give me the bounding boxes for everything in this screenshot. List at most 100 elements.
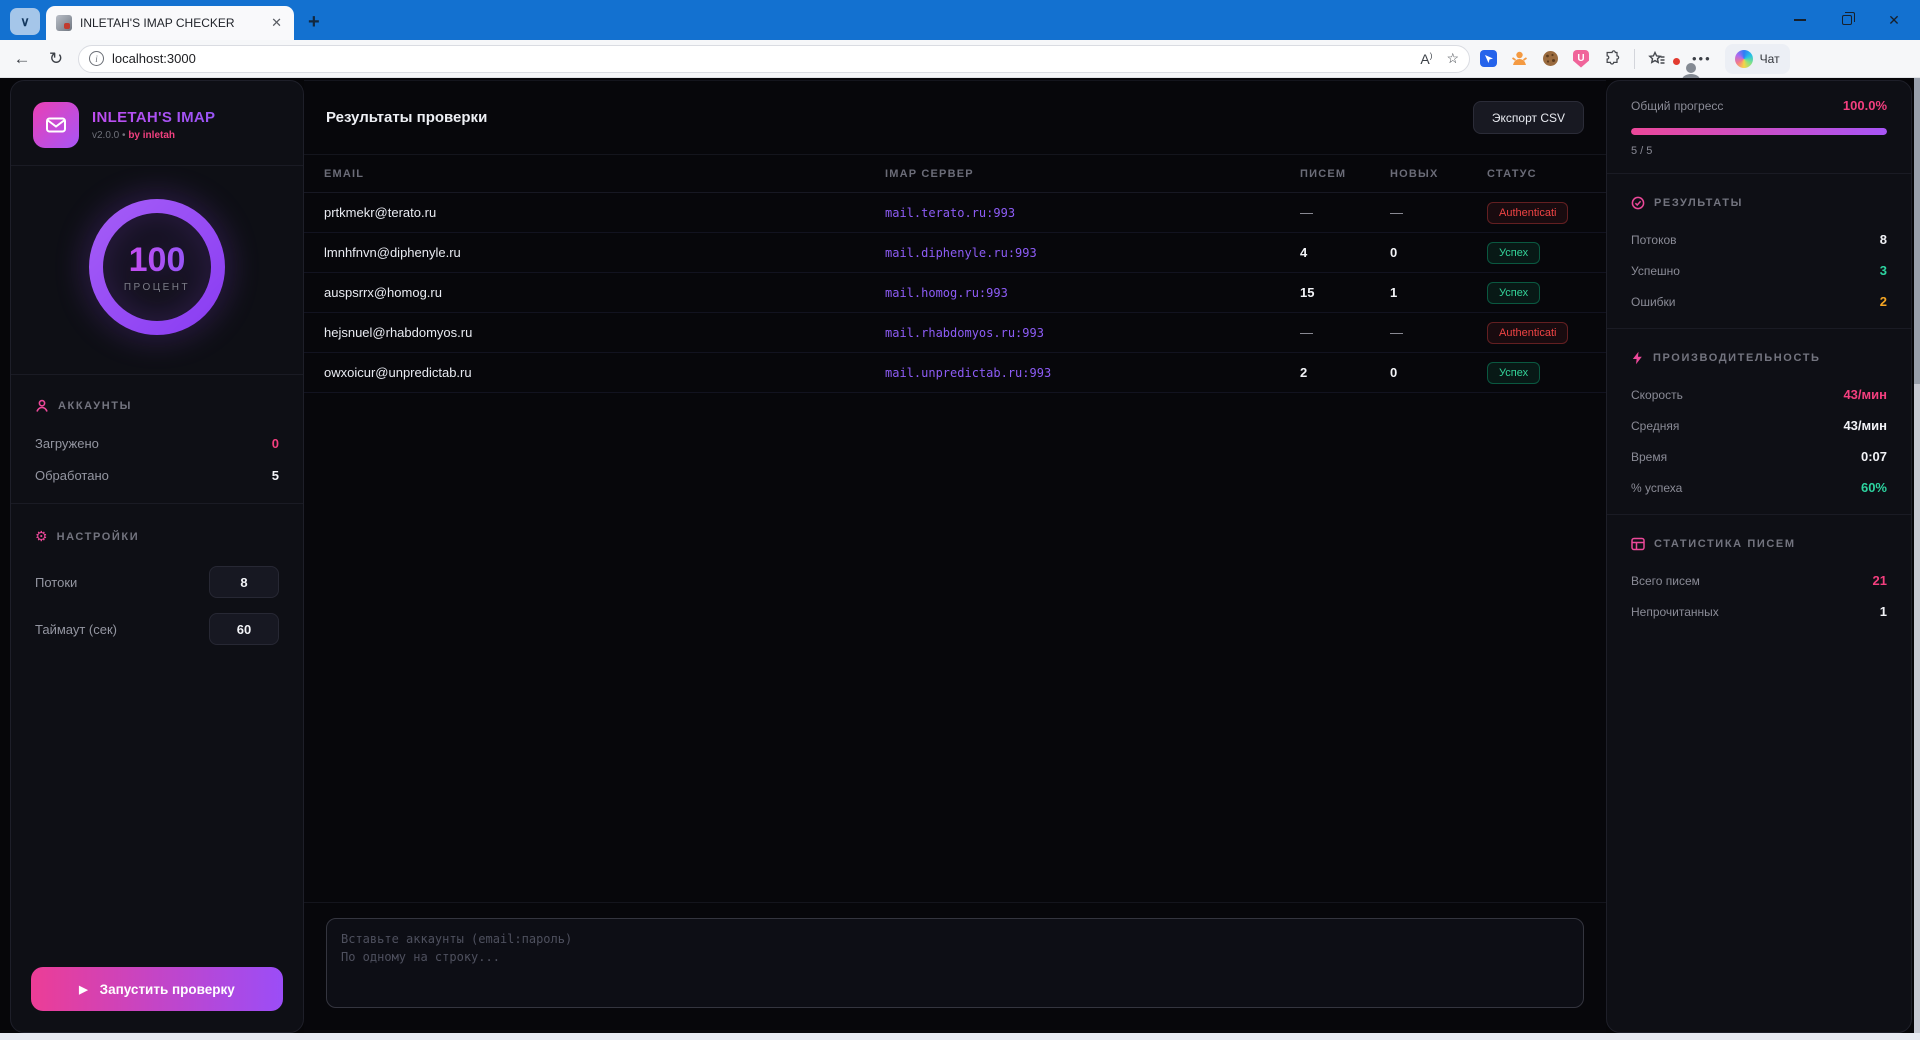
read-aloud-icon[interactable]: A) <box>1420 50 1433 67</box>
window-close-button[interactable]: ✕ <box>1888 11 1900 28</box>
toolbar-divider <box>1634 48 1635 69</box>
copilot-button[interactable]: Чат <box>1724 43 1790 74</box>
status-badge: Authenticati <box>1487 201 1569 224</box>
errors-count-value: 2 <box>1879 294 1887 309</box>
table-row[interactable]: hejsnuel@rhabdomyos.ru mail.rhabdomyos.r… <box>304 313 1606 353</box>
export-csv-button[interactable]: Экспорт CSV <box>1472 101 1584 134</box>
loaded-value: 0 <box>271 436 279 451</box>
url-text[interactable]: localhost:3000 <box>112 51 196 66</box>
gear-icon: ⚙ <box>35 528 48 544</box>
accounts-section-title: АККАУНТЫ <box>58 400 132 412</box>
threads-label: Потоки <box>35 574 78 590</box>
table-row[interactable]: auspsrrx@homog.ru mail.homog.ru:993 15 1… <box>304 273 1606 313</box>
tab-close-icon[interactable]: ✕ <box>271 15 282 30</box>
window-minimize-button[interactable] <box>1786 8 1814 32</box>
status-badge: Успех <box>1487 281 1541 304</box>
site-info-icon[interactable]: i <box>89 51 104 66</box>
copilot-icon <box>1734 49 1753 68</box>
table-row[interactable]: owxoicur@unpredictab.ru mail.unpredictab… <box>304 353 1606 393</box>
cell-server: mail.diphenyle.ru:993 <box>885 245 1037 260</box>
refresh-button[interactable]: ↻ <box>48 48 64 68</box>
window-controls: ✕ <box>1786 8 1908 32</box>
cell-email: auspsrrx@homog.ru <box>324 285 442 300</box>
performance-section: ПРОИЗВОДИТЕЛЬНОСТЬ Скорость 43/мин Средня… <box>1607 329 1911 515</box>
cookie-extension-icon[interactable] <box>1541 50 1559 68</box>
user-icon <box>36 399 48 412</box>
subtitle-separator: • <box>122 130 126 141</box>
shield-extension-icon[interactable]: U <box>1572 49 1590 68</box>
success-rate-label: % успеха <box>1631 480 1683 495</box>
back-button[interactable]: ← <box>13 48 31 68</box>
page-scrollbar[interactable] <box>1914 78 1920 1033</box>
success-count-label: Успешно <box>1631 263 1680 278</box>
status-badge: Authenticati <box>1487 321 1569 344</box>
cell-email: owxoicur@unpredictab.ru <box>324 365 472 380</box>
extension-blue-icon[interactable] <box>1480 50 1497 67</box>
chevron-down-icon: ∨ <box>20 13 30 29</box>
tab-title: INLETAH'S IMAP CHECKER <box>80 16 235 30</box>
progress-percent-label: ПРОЦЕНТ <box>123 282 191 293</box>
cell-email: hejsnuel@rhabdomyos.ru <box>324 325 473 340</box>
performance-section-title: ПРОИЗВОДИТЕЛЬНОСТЬ <box>1653 352 1821 364</box>
table-row[interactable]: prtkmekr@terato.ru mail.terato.ru:993 — … <box>304 193 1606 233</box>
accounts-section: АККАУНТЫ Загружено 0 Обработано 5 <box>11 375 303 504</box>
timeout-label: Таймаут (сек) <box>35 621 118 637</box>
col-status: СТАТУС <box>1487 167 1537 180</box>
window-restore-button[interactable] <box>1833 8 1861 32</box>
overall-progress-section: Общий прогресс 100.0% 5 / 5 <box>1607 81 1911 174</box>
page-content: INLETAH'S IMAP v2.0.0 • by inletah <box>0 78 1920 1033</box>
browser-tab[interactable]: INLETAH'S IMAP CHECKER ✕ <box>46 6 294 40</box>
status-badge: Успех <box>1487 241 1541 264</box>
extension-orange-icon[interactable] <box>1510 50 1528 68</box>
cell-server: mail.unpredictab.ru:993 <box>885 365 1052 380</box>
loaded-label: Загружено <box>35 436 99 451</box>
processed-label: Обработано <box>35 468 109 483</box>
mail-stats-icon <box>1631 537 1645 551</box>
favorite-star-icon[interactable]: ☆ <box>1446 50 1459 66</box>
col-email: EMAIL <box>324 167 365 180</box>
scrollbar-thumb[interactable] <box>1914 78 1920 384</box>
collections-icon[interactable] <box>1648 50 1666 68</box>
status-badge: Успех <box>1487 361 1541 384</box>
processed-value: 5 <box>271 468 279 483</box>
cell-messages: — <box>1300 325 1313 340</box>
start-check-button[interactable]: ▶ Запустить проверку <box>31 967 283 1011</box>
cell-messages: — <box>1300 205 1313 220</box>
progress-bar <box>1631 128 1887 135</box>
time-value: 0:07 <box>1860 449 1887 464</box>
average-label: Средняя <box>1631 418 1680 433</box>
success-rate-value: 60% <box>1860 480 1887 495</box>
cell-messages: 4 <box>1300 245 1308 260</box>
accounts-input-section <box>304 902 1606 1033</box>
profile-notification-dot <box>1672 56 1681 66</box>
average-value: 43/мин <box>1843 418 1887 433</box>
cell-email: prtkmekr@terato.ru <box>324 205 437 220</box>
app-header: INLETAH'S IMAP v2.0.0 • by inletah <box>11 81 303 166</box>
new-tab-button[interactable]: + <box>308 11 320 33</box>
minimize-icon <box>1794 19 1806 21</box>
progress-ring: 100 ПРОЦЕНТ <box>82 192 232 342</box>
threads-setting-row: Потоки <box>35 566 279 598</box>
main-area: Результаты проверки Экспорт CSV EMAIL IM… <box>304 80 1606 1033</box>
threads-input[interactable] <box>209 566 279 598</box>
mail-stats-section-title: СТАТИСТИКА ПИСЕМ <box>1654 538 1796 550</box>
speed-label: Скорость <box>1631 387 1683 402</box>
browser-menu-button[interactable]: ••• <box>1692 51 1712 66</box>
table-row[interactable]: lmnhfnvn@diphenyle.ru mail.diphenyle.ru:… <box>304 233 1606 273</box>
bottom-edge-strip <box>0 1033 1920 1040</box>
success-count-value: 3 <box>1879 263 1887 278</box>
extensions-puzzle-icon[interactable] <box>1603 50 1621 68</box>
extensions-row: U ••• Чат <box>1480 43 1790 74</box>
lightning-icon <box>1632 351 1642 365</box>
accounts-textarea[interactable] <box>326 918 1584 1008</box>
address-bar[interactable]: i localhost:3000 A) ☆ <box>78 44 1470 73</box>
tab-search-button[interactable]: ∨ <box>10 8 40 35</box>
timeout-input[interactable] <box>209 613 279 645</box>
cell-email: lmnhfnvn@diphenyle.ru <box>324 245 461 260</box>
app-subtitle: v2.0.0 • by inletah <box>92 130 215 141</box>
cell-messages: 2 <box>1300 365 1308 380</box>
cell-messages: 15 <box>1300 285 1315 300</box>
results-section: РЕЗУЛЬТАТЫ Потоков 8 Успешно 3 Ошибки 2 <box>1607 174 1911 329</box>
cell-new: 0 <box>1390 245 1398 260</box>
errors-count-label: Ошибки <box>1631 294 1676 309</box>
